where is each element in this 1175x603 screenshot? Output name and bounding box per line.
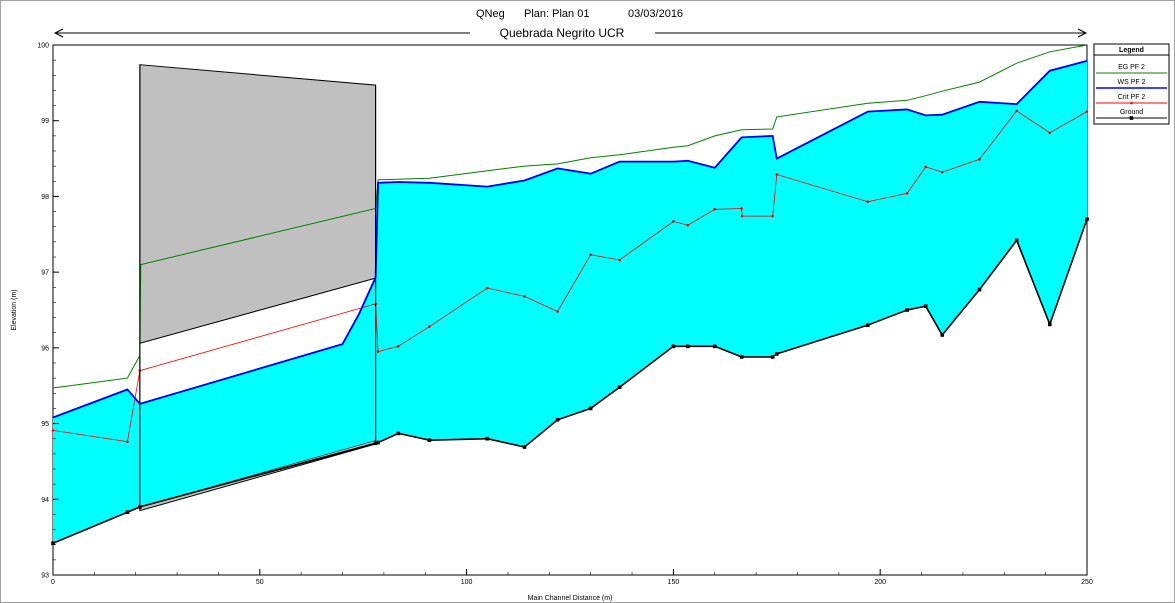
series-line-ground (52, 218, 1088, 544)
legend-swatch-marker (1129, 116, 1134, 120)
crit-point (397, 345, 400, 348)
ground-point (522, 445, 527, 449)
crit-point (672, 220, 675, 223)
crit-point (556, 310, 559, 313)
crit-point (523, 295, 526, 298)
ground-point (905, 308, 909, 312)
ground-point (1085, 217, 1089, 221)
ground-point (396, 431, 401, 436)
header-plan: Plan: Plan 01 (524, 8, 589, 20)
crit-point (51, 429, 55, 432)
crit-point (1048, 131, 1052, 135)
ground-point (977, 287, 982, 292)
ground-point (739, 355, 744, 359)
crit-point (905, 192, 909, 195)
legend-label: WS PF 2 (1117, 79, 1145, 86)
legend-entries: EG PF 2 WS PF 2 Crit PF 2 Ground (1096, 64, 1167, 120)
ground-point (373, 441, 378, 446)
y-tick-label: 97 (41, 270, 49, 277)
plot-area: 93 94 95 96 97 98 99 100 0 50 100 150 200 250 (37, 43, 1093, 587)
legend-swatch-marker (1130, 101, 1133, 105)
ground-point (485, 436, 490, 441)
reach-label: Quebrada Negrito UCR (500, 26, 625, 40)
ground-point (427, 438, 432, 443)
ground-point (712, 344, 717, 349)
crit-point (771, 214, 774, 218)
legend-label: EG PF 2 (1118, 64, 1145, 71)
ground-point (588, 406, 593, 411)
crit-point (1085, 110, 1089, 113)
y-tick-label: 95 (41, 421, 49, 428)
crit-point (978, 158, 981, 161)
y-tick-label: 98 (41, 194, 49, 201)
x-tick-label: 150 (668, 579, 680, 586)
crit-point (485, 286, 489, 290)
ground-point (671, 344, 676, 349)
ground-point (1047, 322, 1052, 327)
x-tick-label: 250 (1081, 579, 1093, 586)
x-tick-label: 100 (461, 579, 473, 586)
ground-point (555, 417, 560, 422)
ground-point (865, 323, 870, 327)
axis-layer: 93 94 95 96 97 98 99 100 0 50 100 150 200 250 (37, 43, 1093, 587)
reach-arrow (53, 28, 1088, 38)
crit-point (589, 253, 592, 257)
crit-point (618, 258, 621, 262)
y-tick-label: 94 (41, 497, 49, 504)
legend: Legend EG PF 2 WS PF 2 Crit PF 2 Ground (1093, 43, 1170, 125)
legend-box (1093, 43, 1170, 125)
crit-point (924, 165, 927, 169)
crit-point (740, 207, 743, 210)
y-axis-title: Elevation (m) (11, 289, 18, 330)
y-tick-label: 99 (41, 118, 49, 125)
culvert-water-fill (139, 277, 376, 507)
x-axis-title: Main Channel Distance (m) (528, 595, 613, 602)
ground-point (376, 440, 380, 445)
ground-point (775, 352, 779, 356)
ground-point (125, 510, 130, 514)
legend-label: Ground (1120, 109, 1143, 116)
ground-point (940, 333, 945, 337)
crit-point (1015, 109, 1018, 113)
y-tick-label: 100 (37, 43, 49, 50)
legend-title: Legend (1119, 47, 1144, 54)
y-tick-label: 96 (41, 345, 49, 352)
crit-point (126, 440, 129, 444)
header-project: QNeg (476, 8, 505, 20)
ground-point (138, 505, 142, 509)
series-line-ws (52, 60, 1088, 419)
ground-point (686, 344, 690, 349)
crit-point (428, 325, 431, 328)
ground-point (51, 541, 55, 545)
x-tick-label: 200 (874, 579, 886, 586)
crit-point (376, 350, 380, 353)
series-layer (51, 44, 1089, 545)
crit-point (940, 170, 944, 174)
crit-point (713, 208, 717, 211)
y-tick-label: 93 (41, 573, 49, 580)
legend-label: Crit PF 2 (1118, 94, 1146, 101)
x-tick-label: 0 (51, 579, 55, 586)
x-tick-label: 50 (256, 579, 264, 586)
ground-point (1014, 238, 1019, 243)
crit-point (866, 200, 870, 204)
crit-point (686, 223, 690, 227)
crit-point (775, 173, 779, 176)
ground-point (617, 385, 622, 390)
ground-point (770, 355, 775, 359)
ground-point (923, 304, 928, 309)
crit-point (740, 214, 744, 218)
header-date: 03/03/2016 (628, 8, 683, 20)
